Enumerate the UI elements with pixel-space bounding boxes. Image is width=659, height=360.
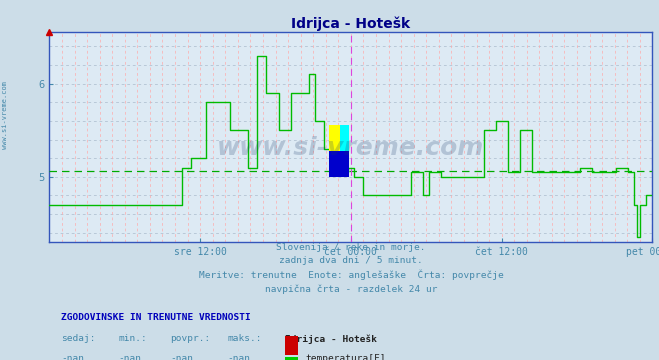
Text: ZGODOVINSKE IN TRENUTNE VREDNOSTI: ZGODOVINSKE IN TRENUTNE VREDNOSTI [61, 313, 251, 322]
Text: temperatura[F]: temperatura[F] [305, 354, 386, 360]
Bar [340, 125, 349, 151]
Text: Slovenija / reke in morje.
zadnja dva dni / 5 minut.
Meritve: trenutne  Enote: a: Slovenija / reke in morje. zadnja dva dn… [198, 243, 503, 294]
Title: Idrijca - Hotešk: Idrijca - Hotešk [291, 17, 411, 31]
Text: www.si-vreme.com: www.si-vreme.com [2, 81, 9, 149]
Text: min.:: min.: [119, 334, 148, 343]
Text: sedaj:: sedaj: [61, 334, 96, 343]
Text: Idrijca - Hotešk: Idrijca - Hotešk [285, 334, 376, 343]
Text: povpr.:: povpr.: [170, 334, 210, 343]
Text: -nan: -nan [170, 354, 193, 360]
FancyBboxPatch shape [285, 357, 298, 360]
Bar [330, 151, 349, 177]
Bar [330, 125, 340, 151]
Text: maks.:: maks.: [227, 334, 262, 343]
Text: -nan: -nan [227, 354, 250, 360]
Text: -nan: -nan [119, 354, 142, 360]
Text: www.si-vreme.com: www.si-vreme.com [217, 136, 484, 160]
FancyBboxPatch shape [285, 336, 298, 355]
Text: -nan: -nan [61, 354, 84, 360]
